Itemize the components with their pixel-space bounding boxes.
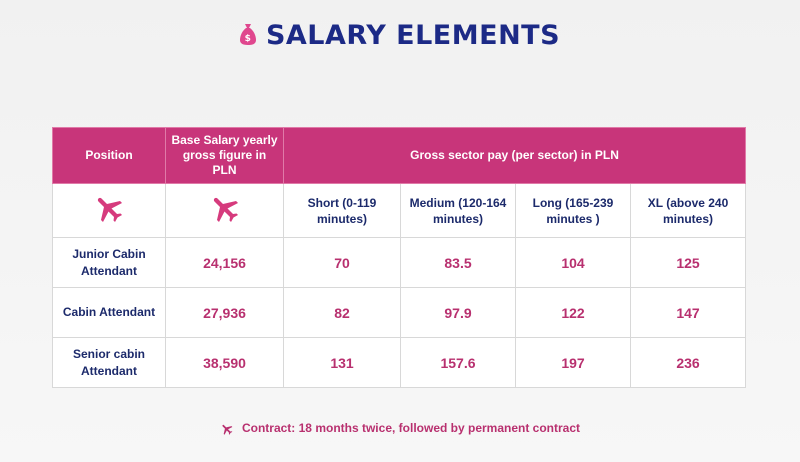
medium-pay-cell: 83.5	[400, 237, 516, 288]
base-salary-cell: 38,590	[165, 337, 284, 388]
salary-table: Position Base Salary yearly gross figure…	[52, 127, 747, 388]
sector-long: Long (165-239 minutes )	[515, 183, 631, 238]
base-salary-cell: 24,156	[165, 237, 284, 288]
position-cell: Cabin Attendant	[52, 287, 166, 338]
sector-short: Short (0-119 minutes)	[283, 183, 401, 238]
short-pay-cell: 131	[283, 337, 401, 388]
table-row: Cabin Attendant 27,936 82 97.9 122 147	[52, 287, 747, 338]
xl-pay-cell: 236	[629, 337, 747, 388]
contract-note: Contract: 18 months twice, followed by p…	[0, 421, 800, 436]
airplane-icon	[222, 424, 233, 435]
position-cell: Senior cabin Attendant	[52, 337, 166, 388]
table-row: Junior Cabin Attendant 24,156 70 83.5 10…	[52, 237, 747, 288]
header-position: Position	[52, 127, 166, 184]
short-pay-cell: 82	[283, 287, 401, 338]
long-pay-cell: 197	[515, 337, 631, 388]
airplane-icon	[165, 183, 284, 238]
medium-pay-cell: 97.9	[400, 287, 516, 338]
xl-pay-cell: 147	[629, 287, 747, 338]
long-pay-cell: 104	[515, 237, 631, 288]
table-row: Senior cabin Attendant 38,590 131 157.6 …	[52, 337, 747, 388]
header-gross-sector-pay: Gross sector pay (per sector) in PLN	[282, 127, 747, 184]
short-pay-cell: 70	[283, 237, 401, 288]
money-bag-icon: $	[239, 21, 256, 52]
contract-text: Contract: 18 months twice, followed by p…	[241, 421, 581, 435]
sector-xl: XL (above 240 minutes)	[629, 183, 747, 238]
svg-text:$: $	[245, 34, 252, 44]
header-row: Position Base Salary yearly gross figure…	[52, 127, 747, 184]
medium-pay-cell: 157.6	[400, 337, 516, 388]
header-base-salary: Base Salary yearly gross figure in PLN	[165, 127, 284, 184]
base-salary-cell: 27,936	[165, 287, 284, 338]
page-title: $ SALARY ELEMENTS	[0, 20, 800, 52]
position-cell: Junior Cabin Attendant	[52, 237, 166, 288]
title-text: SALARY ELEMENTS	[265, 20, 561, 51]
sector-medium: Medium (120-164 minutes)	[400, 183, 516, 238]
long-pay-cell: 122	[515, 287, 631, 338]
airplane-icon	[52, 183, 166, 238]
subheader-row: Short (0-119 minutes) Medium (120-164 mi…	[52, 183, 747, 238]
xl-pay-cell: 125	[629, 237, 747, 288]
